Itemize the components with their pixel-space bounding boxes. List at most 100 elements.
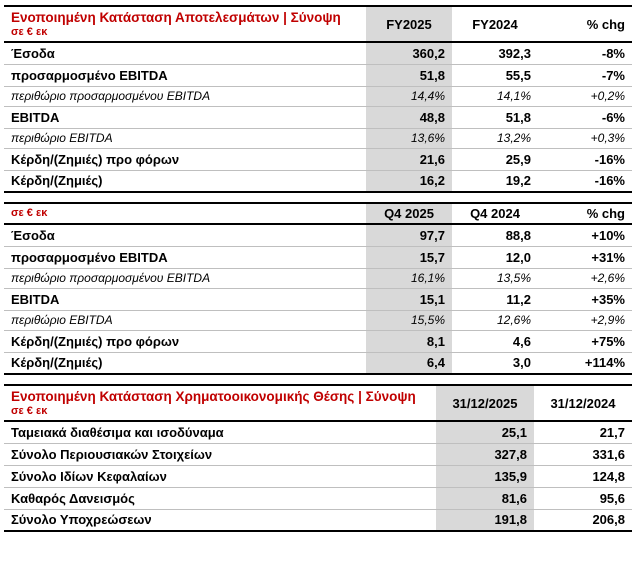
column-header-pct-chg: % chg [538,5,632,43]
value-current: 14,4% [366,86,452,107]
table-row: Σύνολο Ιδίων Κεφαλαίων 135,9 124,8 [4,465,632,488]
value-current: 16,1% [366,268,452,289]
value-current: 21,6 [366,148,452,171]
section-title: Ενοποιημένη Κατάσταση Χρηματοοικονομικής… [11,389,416,404]
value-change: +114% [538,352,632,375]
row-label: περιθώριο EBITDA [4,128,366,149]
column-header-q4-2024: Q4 2024 [452,202,538,225]
table-row: περιθώριο προσαρμοσμένου EBITDA 16,1% 13… [4,268,632,289]
balance-sheet-table: Ενοποιημένη Κατάσταση Χρηματοοικονομικής… [4,384,632,532]
value-prior: 12,0 [452,246,538,269]
section-title: Ενοποιημένη Κατάσταση Αποτελεσμάτων | Σύ… [11,10,341,25]
row-label: Σύνολο Ιδίων Κεφαλαίων [4,465,436,488]
balance-header-title-cell: Ενοποιημένη Κατάσταση Χρηματοοικονομικής… [4,384,436,422]
value-change: -16% [538,148,632,171]
units-label: σε € εκ [11,405,48,417]
income-statement-q4-table: σε € εκ Q4 2025 Q4 2024 % chg Έσοδα 97,7… [4,202,632,375]
value-current: 6,4 [366,352,452,375]
table-row: Σύνολο Περιουσιακών Στοιχείων 327,8 331,… [4,443,632,466]
value-prior: 95,6 [534,487,632,510]
value-current: 15,7 [366,246,452,269]
value-change: -6% [538,106,632,129]
value-prior: 3,0 [452,352,538,375]
table-row: Ταμειακά διαθέσιμα και ισοδύναμα 25,1 21… [4,421,632,444]
row-label: προσαρμοσμένο EBITDA [4,64,366,87]
value-current: 25,1 [436,421,534,444]
table-row: περιθώριο προσαρμοσμένου EBITDA 14,4% 14… [4,86,632,107]
row-label: Σύνολο Περιουσιακών Στοιχείων [4,443,436,466]
value-change: +0,2% [538,86,632,107]
row-label: Καθαρός Δανεισμός [4,487,436,510]
value-prior: 88,8 [452,224,538,247]
fy-header-title-cell: Ενοποιημένη Κατάσταση Αποτελεσμάτων | Σύ… [4,5,366,43]
row-label: Έσοδα [4,224,366,247]
value-change: +2,6% [538,268,632,289]
value-current: 15,5% [366,310,452,331]
value-prior: 13,5% [452,268,538,289]
table-row: Σύνολο Υποχρεώσεων 191,8 206,8 [4,509,632,532]
row-label: περιθώριο προσαρμοσμένου EBITDA [4,86,366,107]
value-change: +0,3% [538,128,632,149]
value-prior: 14,1% [452,86,538,107]
row-label: Κέρδη/(Ζημιές) [4,352,366,375]
table-row: Έσοδα 97,7 88,8 +10% [4,224,632,247]
column-header-fy2024: FY2024 [452,5,538,43]
value-prior: 124,8 [534,465,632,488]
table-row: Κέρδη/(Ζημιές) 6,4 3,0 +114% [4,352,632,375]
value-prior: 55,5 [452,64,538,87]
value-prior: 13,2% [452,128,538,149]
value-prior: 331,6 [534,443,632,466]
value-prior: 11,2 [452,288,538,311]
value-change: +35% [538,288,632,311]
table-row: περιθώριο EBITDA 15,5% 12,6% +2,9% [4,310,632,331]
table-row: προσαρμοσμένο EBITDA 51,8 55,5 -7% [4,64,632,87]
table-row: Κέρδη/(Ζημιές) 16,2 19,2 -16% [4,170,632,193]
row-label: περιθώριο EBITDA [4,310,366,331]
table-row: Έσοδα 360,2 392,3 -8% [4,42,632,65]
value-current: 327,8 [436,443,534,466]
value-prior: 21,7 [534,421,632,444]
value-prior: 19,2 [452,170,538,193]
row-label: Κέρδη/(Ζημιές) [4,170,366,193]
table-row: προσαρμοσμένο EBITDA 15,7 12,0 +31% [4,246,632,269]
value-prior: 392,3 [452,42,538,65]
row-label: Έσοδα [4,42,366,65]
row-label: Κέρδη/(Ζημιές) προ φόρων [4,330,366,353]
column-header-fy2025: FY2025 [366,5,452,43]
value-change: +10% [538,224,632,247]
units-label: σε € εκ [11,207,48,219]
table-row: περιθώριο EBITDA 13,6% 13,2% +0,3% [4,128,632,149]
table-row: Κέρδη/(Ζημιές) προ φόρων 8,1 4,6 +75% [4,330,632,353]
value-current: 48,8 [366,106,452,129]
value-current: 135,9 [436,465,534,488]
row-label: EBITDA [4,106,366,129]
value-current: 15,1 [366,288,452,311]
row-label: EBITDA [4,288,366,311]
value-change: -8% [538,42,632,65]
row-label: Ταμειακά διαθέσιμα και ισοδύναμα [4,421,436,444]
value-change: -7% [538,64,632,87]
value-change: +2,9% [538,310,632,331]
value-change: +31% [538,246,632,269]
value-prior: 25,9 [452,148,538,171]
table-row: Κέρδη/(Ζημιές) προ φόρων 21,6 25,9 -16% [4,148,632,171]
table-row: EBITDA 15,1 11,2 +35% [4,288,632,311]
value-current: 8,1 [366,330,452,353]
balance-header-row: Ενοποιημένη Κατάσταση Χρηματοοικονομικής… [4,384,632,422]
value-prior: 206,8 [534,509,632,532]
row-label: Κέρδη/(Ζημιές) προ φόρων [4,148,366,171]
value-prior: 4,6 [452,330,538,353]
value-current: 16,2 [366,170,452,193]
column-header-pct-chg: % chg [538,202,632,225]
income-statement-fy-table: Ενοποιημένη Κατάσταση Αποτελεσμάτων | Σύ… [4,5,632,193]
table-row: Καθαρός Δανεισμός 81,6 95,6 [4,487,632,510]
row-label: προσαρμοσμένο EBITDA [4,246,366,269]
value-current: 81,6 [436,487,534,510]
value-current: 191,8 [436,509,534,532]
value-prior: 12,6% [452,310,538,331]
row-label: Σύνολο Υποχρεώσεων [4,509,436,532]
column-header-31-12-2025: 31/12/2025 [436,384,534,422]
row-label: περιθώριο προσαρμοσμένου EBITDA [4,268,366,289]
units-label: σε € εκ [11,26,48,38]
